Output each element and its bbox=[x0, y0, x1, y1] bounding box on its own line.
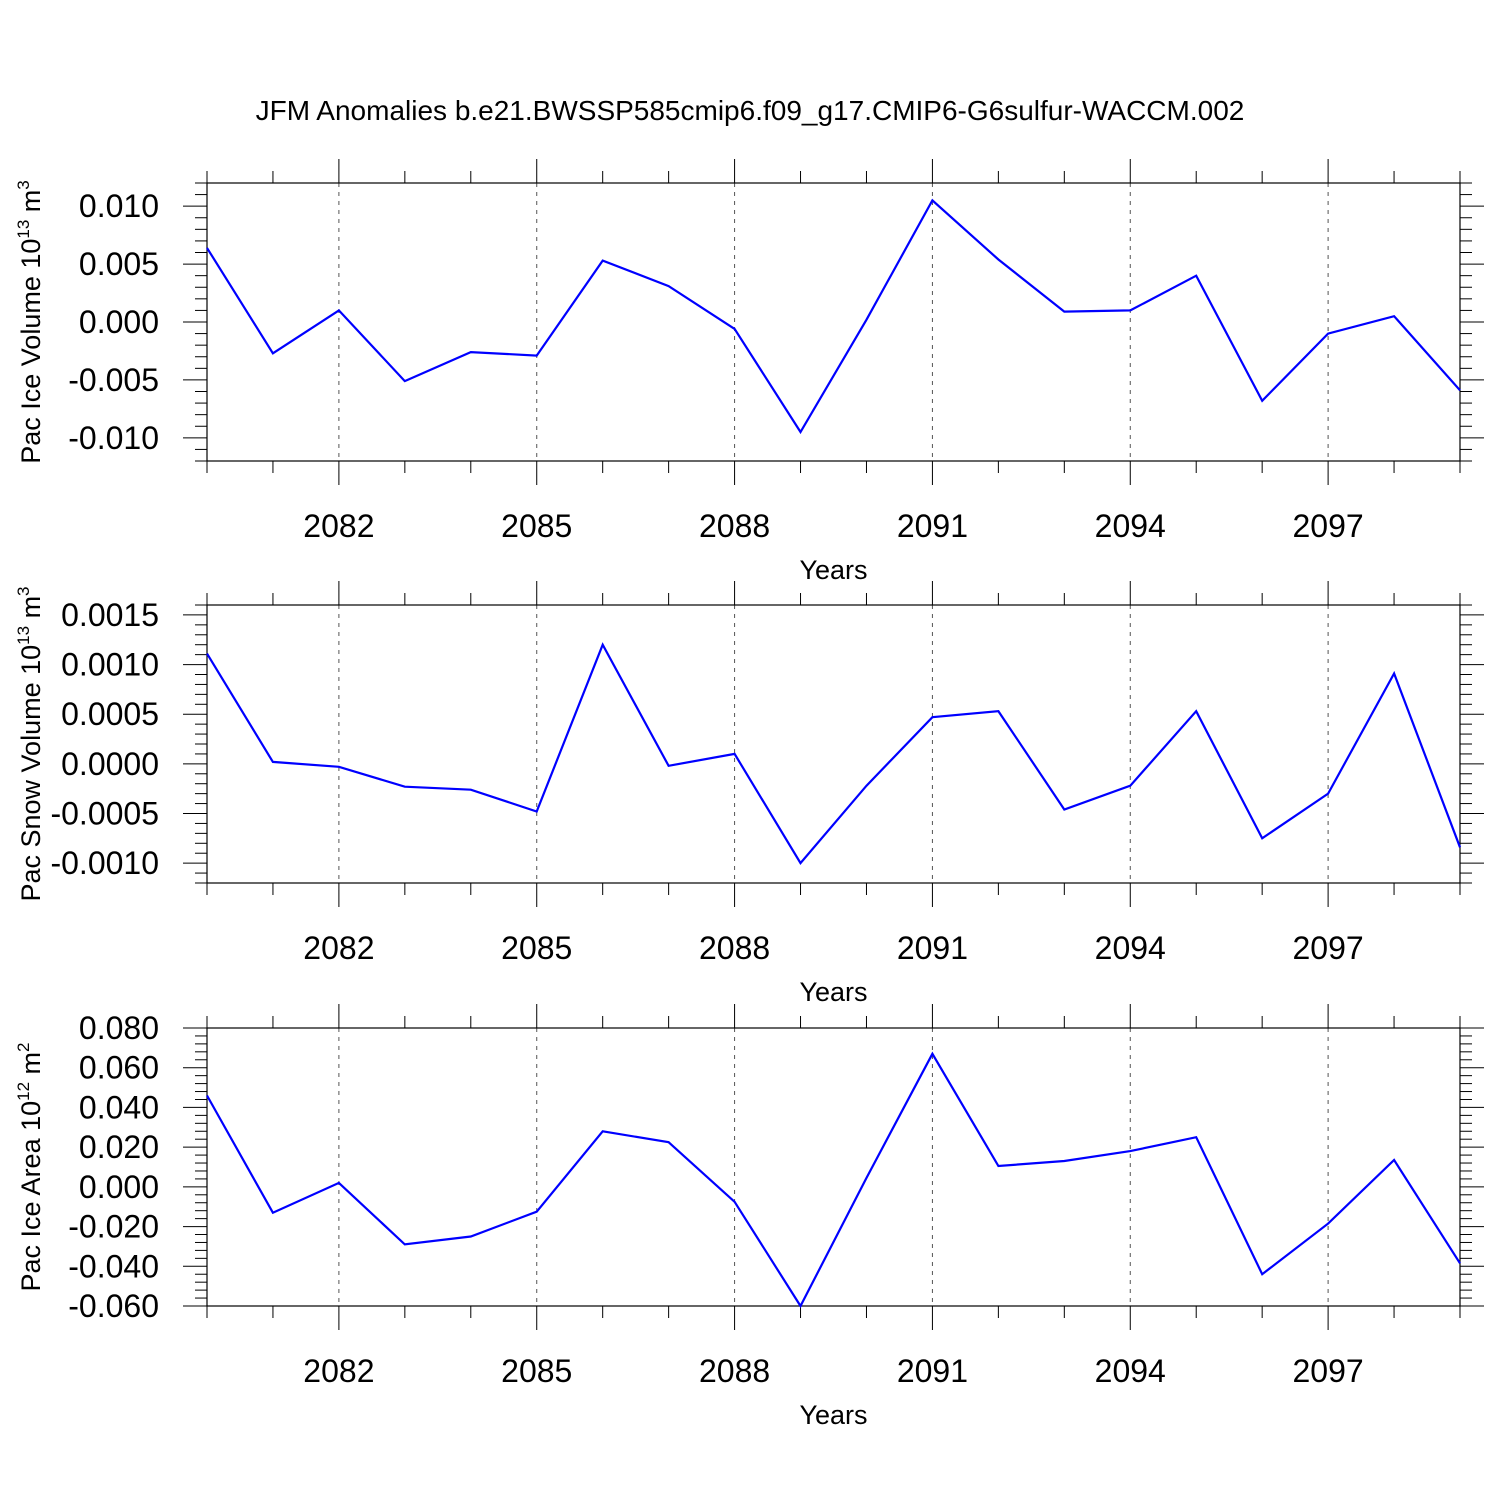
plot-frame bbox=[206, 1027, 1461, 1307]
y-tick-label: 0.000 bbox=[79, 1169, 159, 1205]
y-axis-title-superscript: 12 bbox=[14, 1082, 33, 1101]
y-axis-title-part: m bbox=[16, 1052, 46, 1082]
y-tick-label: 0.060 bbox=[79, 1050, 159, 1086]
y-tick-label: -0.020 bbox=[68, 1209, 159, 1245]
y-axis-title-part: Pac Snow Volume 10 bbox=[16, 645, 46, 902]
y-tick-label: 0.000 bbox=[79, 304, 159, 340]
y-tick-label: 0.0000 bbox=[61, 746, 159, 782]
y-axis-title-part: m bbox=[16, 596, 46, 626]
x-tick-label: 2097 bbox=[1293, 508, 1364, 544]
series-line bbox=[206, 642, 1462, 865]
figure-title: JFM Anomalies b.e21.BWSSP585cmip6.f09_g1… bbox=[256, 95, 1245, 126]
x-tick-label: 2082 bbox=[303, 1353, 374, 1389]
y-tick-label: -0.040 bbox=[68, 1248, 159, 1284]
x-tick-label: 2085 bbox=[501, 508, 572, 544]
y-tick-label: -0.060 bbox=[68, 1288, 159, 1324]
y-tick-label: 0.0010 bbox=[61, 647, 159, 683]
x-tick-label: 2097 bbox=[1293, 930, 1364, 966]
y-tick-label: 0.020 bbox=[79, 1129, 159, 1165]
series-line bbox=[206, 1051, 1461, 1309]
x-tick-label: 2091 bbox=[897, 508, 968, 544]
chart-panels: 2082 2085 2088 2091 2094 2097 -0.010 -0.005 0.00… bbox=[14, 159, 1484, 1430]
y-axis-title-superscript: 2 bbox=[14, 1042, 33, 1051]
x-tick-label: 2094 bbox=[1095, 1353, 1166, 1389]
y-tick-label: -0.005 bbox=[68, 362, 159, 398]
y-tick-label: -0.0005 bbox=[50, 796, 159, 832]
x-tick-label: 2091 bbox=[897, 1353, 968, 1389]
x-tick-label: 2085 bbox=[501, 1353, 572, 1389]
y-tick-label: 0.040 bbox=[79, 1089, 159, 1125]
series-line bbox=[206, 198, 1461, 435]
y-axis-title-superscript: 3 bbox=[14, 180, 33, 189]
y-tick-label: 0.005 bbox=[79, 246, 159, 282]
y-axis-title-part: m bbox=[16, 190, 46, 220]
plot-frame bbox=[206, 604, 1461, 884]
chart-panel-3: 2082 2085 2088 2091 2094 2097 -0.060 -0.040-0.0… bbox=[14, 1004, 1484, 1430]
plot-frame bbox=[206, 182, 1461, 462]
x-tick-label: 2091 bbox=[897, 930, 968, 966]
y-tick-label: -0.010 bbox=[68, 420, 159, 456]
x-tick-label: 2082 bbox=[303, 930, 374, 966]
y-tick-label: 0.010 bbox=[79, 188, 159, 224]
y-axis-title-part: Pac Ice Area 10 bbox=[16, 1101, 46, 1292]
x-tick-label: 2088 bbox=[699, 508, 770, 544]
y-axis-title-superscript: 13 bbox=[14, 626, 33, 645]
y-tick-label: 0.080 bbox=[79, 1010, 159, 1046]
y-tick-label: -0.0010 bbox=[50, 845, 159, 881]
y-axis-title: Pac Ice Area 1012 m2 bbox=[14, 1042, 46, 1291]
y-axis-title: Pac Ice Volume 1013 m3 bbox=[14, 180, 46, 464]
x-tick-label: 2082 bbox=[303, 508, 374, 544]
x-tick-label: 2094 bbox=[1095, 930, 1166, 966]
x-tick-label: 2088 bbox=[699, 930, 770, 966]
y-axis-title-superscript: 3 bbox=[14, 586, 33, 595]
y-axis-title-superscript: 13 bbox=[14, 220, 33, 239]
y-axis-title: Pac Snow Volume 1013 m3 bbox=[14, 586, 46, 901]
x-tick-label: 2094 bbox=[1095, 508, 1166, 544]
x-axis-title: Years bbox=[799, 555, 867, 585]
x-tick-label: 2097 bbox=[1293, 1353, 1364, 1389]
x-tick-label: 2085 bbox=[501, 930, 572, 966]
x-axis-title: Years bbox=[799, 977, 867, 1007]
y-tick-label: 0.0005 bbox=[61, 696, 159, 732]
x-tick-label: 2088 bbox=[699, 1353, 770, 1389]
chart-panel-1: 2082 2085 2088 2091 2094 2097 -0.010 -0.005 0.00… bbox=[14, 159, 1484, 585]
y-tick-label: 0.0015 bbox=[61, 597, 159, 633]
y-axis-title-part: Pac Ice Volume 10 bbox=[16, 239, 46, 464]
chart-panel-2: 2082 2085 2088 2091 2094 2097 -0.0010 -0.0005 0.… bbox=[14, 581, 1484, 1007]
x-axis-title: Years bbox=[799, 1400, 867, 1430]
